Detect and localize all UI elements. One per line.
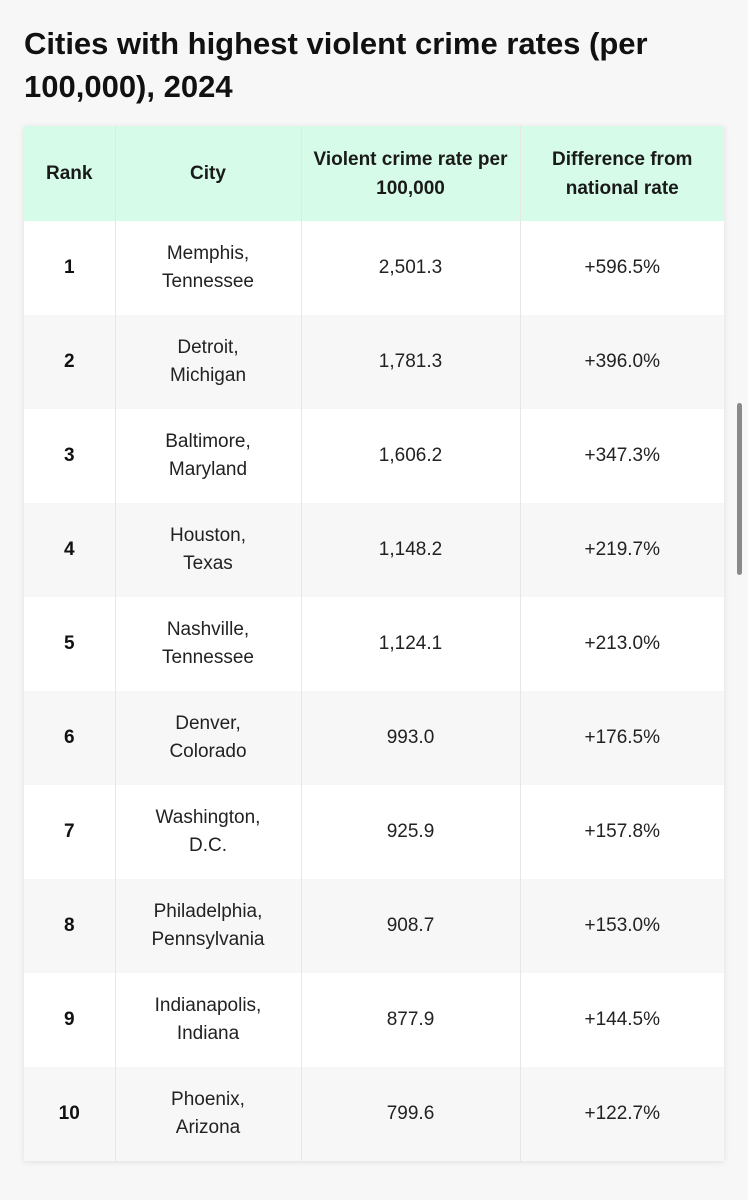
state-name: Tennessee [162, 271, 254, 292]
state-name: Texas [183, 553, 233, 574]
state-name: Indiana [176, 1023, 240, 1044]
rate-cell: 877.9 [300, 973, 520, 1067]
column-header-difference[interactable]: Difference from national rate [519, 126, 724, 221]
state-name: Maryland [168, 459, 248, 480]
rate-cell: 1,781.3 [300, 315, 520, 409]
state-name: Michigan [169, 365, 247, 386]
rank-cell: 3 [63, 445, 75, 466]
state-name: Pennsylvania [151, 929, 265, 950]
city-cell: Memphis, Tennessee [114, 221, 301, 315]
table-header: Rank City Violent crime rate per 100,000… [24, 126, 724, 221]
rate-cell: 2,501.3 [300, 221, 520, 315]
table-row: 10 Phoenix, Arizona 799.6 +122.7% [24, 1067, 724, 1161]
rate-cell: 1,148.2 [300, 503, 520, 597]
city-name: Denver, [175, 713, 241, 734]
rank-cell: 1 [63, 257, 75, 278]
state-name: D.C. [189, 835, 227, 856]
crime-rate-table-card: Rank City Violent crime rate per 100,000… [24, 126, 724, 1161]
city-name: Nashville, [166, 619, 250, 640]
rank-cell: 4 [63, 539, 75, 560]
difference-cell: +219.7% [519, 503, 724, 597]
city-name: Houston, [169, 525, 247, 546]
difference-cell: +213.0% [519, 597, 724, 691]
table-row: 2 Detroit, Michigan 1,781.3 +396.0% [24, 315, 724, 409]
rate-cell: 1,606.2 [300, 409, 520, 503]
city-cell: Nashville, Tennessee [114, 597, 301, 691]
difference-cell: +157.8% [519, 785, 724, 879]
table-row: 9 Indianapolis, Indiana 877.9 +144.5% [24, 973, 724, 1067]
city-cell: Indianapolis, Indiana [114, 973, 301, 1067]
rank-cell: 8 [63, 915, 75, 936]
table-row: 7 Washington, D.C. 925.9 +157.8% [24, 785, 724, 879]
city-cell: Washington, D.C. [114, 785, 301, 879]
city-cell: Detroit, Michigan [114, 315, 301, 409]
rate-cell: 925.9 [300, 785, 520, 879]
table-row: 8 Philadelphia, Pennsylvania 908.7 +153.0… [24, 879, 724, 973]
vertical-scrollbar[interactable] [737, 403, 742, 575]
state-name: Colorado [169, 741, 247, 762]
city-name: Baltimore, [165, 431, 251, 452]
difference-cell: +596.5% [519, 221, 724, 315]
difference-cell: +396.0% [519, 315, 724, 409]
table-row: 3 Baltimore, Maryland 1,606.2 +347.3% [24, 409, 724, 503]
column-header-rank[interactable]: Rank [46, 163, 93, 184]
table-header-row: Rank City Violent crime rate per 100,000… [24, 126, 724, 221]
table-row: 1 Memphis, Tennessee 2,501.3 +596.5% [24, 221, 724, 315]
city-name: Phoenix, [171, 1089, 245, 1110]
city-cell: Baltimore, Maryland [114, 409, 301, 503]
city-cell: Denver, Colorado [114, 691, 301, 785]
city-name: Detroit, [177, 337, 239, 358]
table-row: 4 Houston, Texas 1,148.2 +219.7% [24, 503, 724, 597]
rank-cell: 6 [63, 727, 75, 748]
difference-cell: +176.5% [519, 691, 724, 785]
column-header-rate[interactable]: Violent crime rate per 100,000 [300, 126, 520, 221]
rank-cell: 10 [58, 1103, 80, 1124]
state-name: Tennessee [162, 647, 254, 668]
rank-cell: 9 [63, 1009, 75, 1030]
difference-cell: +122.7% [519, 1067, 724, 1161]
crime-rate-table: Rank City Violent crime rate per 100,000… [24, 126, 724, 1161]
city-cell: Philadelphia, Pennsylvania [114, 879, 301, 973]
rate-cell: 908.7 [300, 879, 520, 973]
page-title: Cities with highest violent crime rates … [24, 26, 648, 104]
column-header-city[interactable]: City [114, 126, 301, 221]
rank-cell: 7 [63, 821, 75, 842]
city-cell: Phoenix, Arizona [114, 1067, 301, 1161]
rank-cell: 5 [63, 633, 75, 654]
difference-cell: +144.5% [519, 973, 724, 1067]
table-row: 6 Denver, Colorado 993.0 +176.5% [24, 691, 724, 785]
table-row: 5 Nashville, Tennessee 1,124.1 +213.0% [24, 597, 724, 691]
city-name: Philadelphia, [153, 901, 263, 922]
difference-cell: +347.3% [519, 409, 724, 503]
difference-cell: +153.0% [519, 879, 724, 973]
rate-cell: 1,124.1 [300, 597, 520, 691]
city-name: Indianapolis, [154, 995, 262, 1016]
table-body: 1 Memphis, Tennessee 2,501.3 +596.5% 2 De… [24, 221, 724, 1161]
state-name: Arizona [175, 1117, 241, 1138]
rate-cell: 799.6 [300, 1067, 520, 1161]
rate-cell: 993.0 [300, 691, 520, 785]
city-name: Washington, [155, 807, 261, 828]
rank-cell: 2 [63, 351, 75, 372]
city-name: Memphis, [166, 243, 250, 264]
city-cell: Houston, Texas [114, 503, 301, 597]
